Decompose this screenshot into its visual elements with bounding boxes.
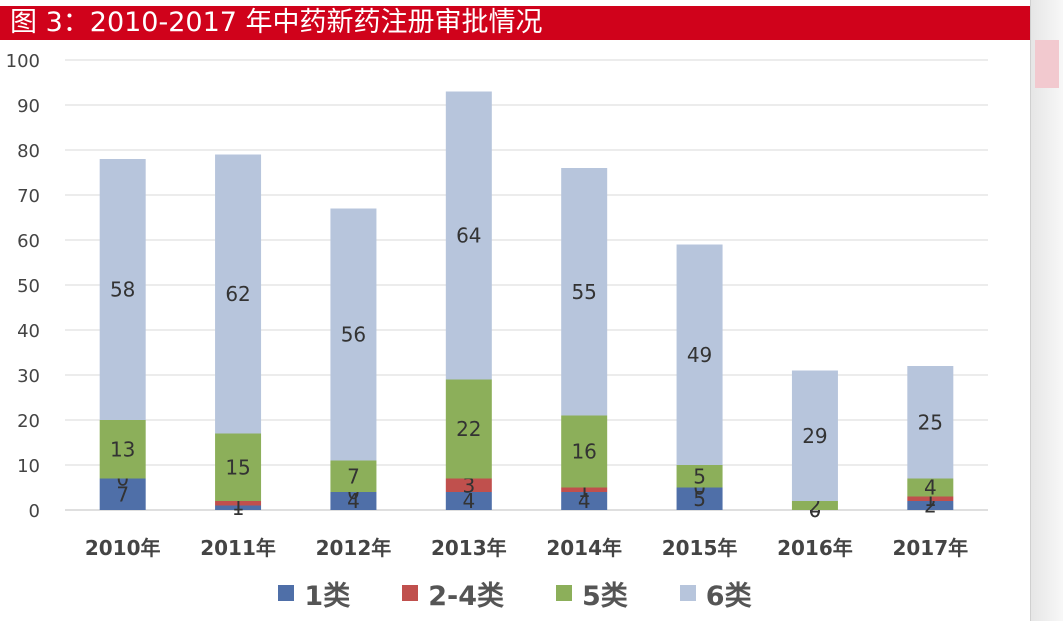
bar-segment <box>907 478 954 497</box>
data-label: 58 <box>110 278 135 302</box>
bar-segment <box>215 433 262 501</box>
data-label: 49 <box>687 343 712 367</box>
bar-segment <box>676 465 723 488</box>
data-label: 22 <box>456 417 481 441</box>
bar-segment <box>215 154 262 434</box>
stacked-bar-chart: 01020304050607080901007013582010年1115622… <box>6 51 988 560</box>
title-bar: 图 3：2010-2017 年中药新药注册审批情况 <box>0 6 1030 40</box>
bar-segment <box>99 159 146 420</box>
bar-segment <box>445 492 492 510</box>
y-tick-label: 80 <box>17 141 40 162</box>
bar-segment <box>99 478 146 510</box>
legend-swatch <box>555 585 572 601</box>
y-tick-label: 40 <box>17 321 40 342</box>
legend-swatch <box>679 585 696 601</box>
data-label: 62 <box>225 282 250 306</box>
bar-segment <box>676 487 723 510</box>
data-label: 64 <box>456 224 481 248</box>
legend-label: 5类 <box>581 580 628 612</box>
x-tick-label: 2016年 <box>777 536 853 560</box>
legend-swatch <box>402 585 419 601</box>
x-tick-label: 2017年 <box>892 536 968 560</box>
data-label: 5 <box>693 487 706 511</box>
chart-title: 图 3：2010-2017 年中药新药注册审批情况 <box>10 7 543 38</box>
x-tick-label: 2011年 <box>200 536 276 560</box>
bar-segment <box>676 244 723 465</box>
y-tick-label: 60 <box>17 231 40 252</box>
data-label: 7 <box>116 482 129 506</box>
bar-segment <box>99 420 146 479</box>
data-label: 4 <box>578 489 591 513</box>
bar-segment <box>330 208 377 461</box>
bar-segment <box>561 168 608 416</box>
y-tick-label: 50 <box>17 276 40 297</box>
bar-segment <box>791 501 838 510</box>
bar-segment <box>215 501 262 506</box>
data-label: 13 <box>110 437 135 461</box>
bar-segment <box>907 501 954 510</box>
x-tick-label: 2012年 <box>316 536 392 560</box>
y-tick-label: 70 <box>17 186 40 207</box>
legend-item: 6类 <box>679 574 752 613</box>
right-edge-strip <box>1030 0 1063 621</box>
data-label: 4 <box>924 476 937 500</box>
page-corner-tab <box>1035 40 1059 88</box>
y-tick-label: 100 <box>6 51 40 72</box>
bar-segment <box>215 505 262 510</box>
bar-segment <box>561 487 608 492</box>
bar-segment <box>445 478 492 492</box>
legend-label: 1类 <box>304 580 351 612</box>
bar-segment <box>445 91 492 380</box>
bar-segment <box>445 379 492 479</box>
legend-swatch <box>278 585 295 601</box>
legend-item: 1类 <box>278 574 350 613</box>
x-tick-label: 2013年 <box>431 536 507 560</box>
legend-item: 2-4类 <box>402 574 504 613</box>
chart-legend: 1类 2-4类 5类 6类 <box>0 573 1030 613</box>
data-label: 5 <box>693 464 706 488</box>
x-tick-label: 2015年 <box>662 536 738 560</box>
y-tick-label: 10 <box>17 456 40 477</box>
y-tick-label: 90 <box>17 96 40 117</box>
data-label: 4 <box>462 489 475 513</box>
bar-segment <box>561 415 608 488</box>
bar-segment <box>791 370 838 501</box>
y-tick-label: 30 <box>17 366 40 387</box>
legend-label: 2-4类 <box>428 580 504 612</box>
legend-item: 5类 <box>555 574 628 613</box>
y-tick-label: 20 <box>17 411 40 432</box>
data-label: 56 <box>341 323 366 347</box>
data-label: 29 <box>802 424 827 448</box>
bar-segment <box>907 496 954 501</box>
bar-segment <box>330 460 377 492</box>
legend-label: 6类 <box>705 580 752 612</box>
data-label: 15 <box>225 455 250 479</box>
x-tick-label: 2014年 <box>546 536 622 560</box>
data-label: 3 <box>462 473 475 497</box>
bar-segment <box>907 366 954 479</box>
data-label: 4 <box>347 489 360 513</box>
bar-segment <box>561 492 608 510</box>
data-label: 55 <box>571 280 596 304</box>
x-tick-label: 2010年 <box>85 536 161 560</box>
data-label: 7 <box>347 464 360 488</box>
bar-segment <box>330 492 377 510</box>
data-label: 16 <box>571 440 596 464</box>
y-tick-label: 0 <box>29 501 40 522</box>
data-label: 25 <box>918 410 943 434</box>
